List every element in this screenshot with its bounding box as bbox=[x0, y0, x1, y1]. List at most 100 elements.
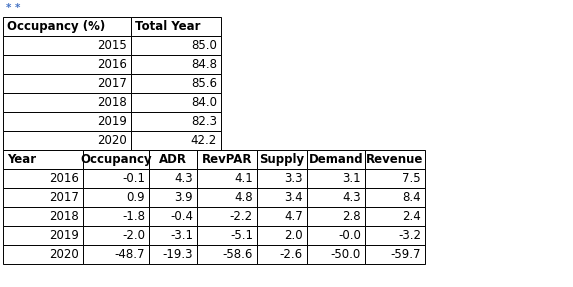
Bar bbox=[197, 188, 257, 207]
Text: -5.1: -5.1 bbox=[230, 229, 253, 242]
Bar bbox=[3, 207, 83, 226]
Bar bbox=[197, 245, 257, 264]
Bar bbox=[3, 245, 83, 264]
Text: 2020: 2020 bbox=[49, 248, 79, 261]
Bar bbox=[131, 17, 221, 36]
Bar bbox=[149, 245, 197, 264]
Text: 4.3: 4.3 bbox=[343, 191, 361, 204]
Text: 85.6: 85.6 bbox=[191, 77, 217, 90]
Bar bbox=[257, 207, 307, 226]
Bar bbox=[365, 188, 425, 207]
Text: 2020: 2020 bbox=[97, 134, 127, 147]
Text: Total Year: Total Year bbox=[135, 20, 201, 33]
Bar bbox=[307, 245, 365, 264]
Text: 7.5: 7.5 bbox=[402, 172, 421, 185]
Text: 2015: 2015 bbox=[97, 39, 127, 52]
Bar bbox=[3, 93, 131, 112]
Bar bbox=[83, 207, 149, 226]
Bar bbox=[83, 150, 149, 169]
Text: -2.0: -2.0 bbox=[122, 229, 145, 242]
Bar bbox=[365, 207, 425, 226]
Bar bbox=[365, 169, 425, 188]
Bar bbox=[3, 74, 131, 93]
Bar bbox=[3, 55, 131, 74]
Text: 2016: 2016 bbox=[49, 172, 79, 185]
Text: * *: * * bbox=[6, 3, 21, 13]
Bar bbox=[3, 188, 83, 207]
Bar bbox=[257, 226, 307, 245]
Text: 2018: 2018 bbox=[97, 96, 127, 109]
Bar bbox=[365, 245, 425, 264]
Text: 3.9: 3.9 bbox=[174, 191, 193, 204]
Text: -2.6: -2.6 bbox=[280, 248, 303, 261]
Text: 3.4: 3.4 bbox=[284, 191, 303, 204]
Text: 3.1: 3.1 bbox=[343, 172, 361, 185]
Bar bbox=[307, 169, 365, 188]
Bar bbox=[149, 226, 197, 245]
Text: -48.7: -48.7 bbox=[115, 248, 145, 261]
Bar bbox=[307, 226, 365, 245]
Text: -50.0: -50.0 bbox=[331, 248, 361, 261]
Bar bbox=[149, 188, 197, 207]
Text: 2017: 2017 bbox=[49, 191, 79, 204]
Text: 0.9: 0.9 bbox=[127, 191, 145, 204]
Text: -0.0: -0.0 bbox=[338, 229, 361, 242]
Text: 84.0: 84.0 bbox=[191, 96, 217, 109]
Text: 2.8: 2.8 bbox=[343, 210, 361, 223]
Text: 42.2: 42.2 bbox=[191, 134, 217, 147]
Bar bbox=[257, 150, 307, 169]
Text: 2019: 2019 bbox=[97, 115, 127, 128]
Bar bbox=[365, 150, 425, 169]
Text: Supply: Supply bbox=[260, 153, 305, 166]
Text: -0.1: -0.1 bbox=[122, 172, 145, 185]
Text: 2.4: 2.4 bbox=[402, 210, 421, 223]
Text: 4.8: 4.8 bbox=[234, 191, 253, 204]
Text: 8.4: 8.4 bbox=[402, 191, 421, 204]
Bar bbox=[83, 188, 149, 207]
Bar bbox=[257, 188, 307, 207]
Text: -19.3: -19.3 bbox=[163, 248, 193, 261]
Text: 4.3: 4.3 bbox=[174, 172, 193, 185]
Text: Year: Year bbox=[7, 153, 36, 166]
Bar bbox=[197, 207, 257, 226]
Text: -1.8: -1.8 bbox=[122, 210, 145, 223]
Bar bbox=[83, 245, 149, 264]
Text: -58.6: -58.6 bbox=[223, 248, 253, 261]
Bar bbox=[149, 169, 197, 188]
Bar bbox=[3, 131, 131, 150]
Bar bbox=[83, 169, 149, 188]
Text: 85.0: 85.0 bbox=[191, 39, 217, 52]
Text: 2016: 2016 bbox=[97, 58, 127, 71]
Bar bbox=[131, 55, 221, 74]
Text: -0.4: -0.4 bbox=[170, 210, 193, 223]
Text: 2018: 2018 bbox=[49, 210, 79, 223]
Bar bbox=[307, 188, 365, 207]
Bar bbox=[197, 150, 257, 169]
Bar bbox=[197, 226, 257, 245]
Bar bbox=[149, 150, 197, 169]
Text: -59.7: -59.7 bbox=[391, 248, 421, 261]
Bar bbox=[131, 36, 221, 55]
Text: Demand: Demand bbox=[309, 153, 363, 166]
Text: 2.0: 2.0 bbox=[284, 229, 303, 242]
Bar bbox=[131, 93, 221, 112]
Bar bbox=[3, 226, 83, 245]
Bar bbox=[197, 169, 257, 188]
Bar bbox=[149, 207, 197, 226]
Text: RevPAR: RevPAR bbox=[202, 153, 252, 166]
Bar bbox=[257, 169, 307, 188]
Text: -2.2: -2.2 bbox=[230, 210, 253, 223]
Bar bbox=[307, 207, 365, 226]
Text: 3.3: 3.3 bbox=[285, 172, 303, 185]
Text: 4.1: 4.1 bbox=[234, 172, 253, 185]
Bar bbox=[131, 74, 221, 93]
Text: Revenue: Revenue bbox=[366, 153, 423, 166]
Bar bbox=[131, 112, 221, 131]
Text: -3.1: -3.1 bbox=[170, 229, 193, 242]
Bar bbox=[83, 226, 149, 245]
Bar bbox=[307, 150, 365, 169]
Bar bbox=[3, 112, 131, 131]
Bar bbox=[365, 226, 425, 245]
Text: 4.7: 4.7 bbox=[284, 210, 303, 223]
Text: ADR: ADR bbox=[159, 153, 187, 166]
